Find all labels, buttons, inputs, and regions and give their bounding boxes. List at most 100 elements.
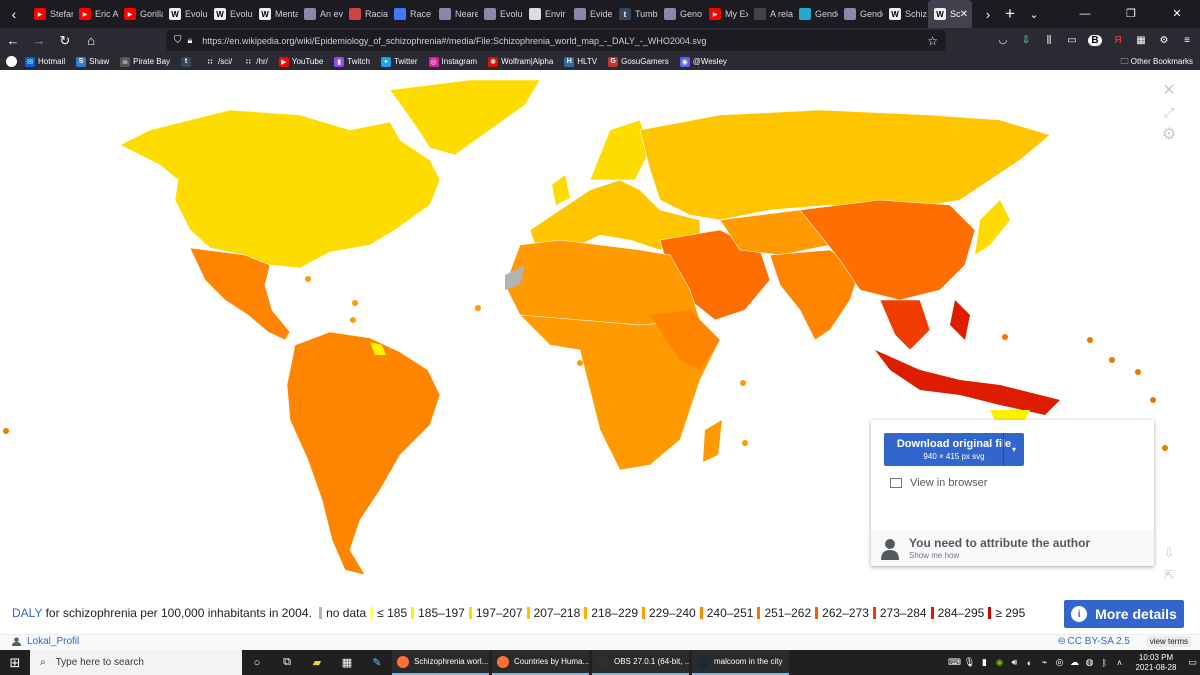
bookmark-item[interactable]: ∷/hr/ (243, 56, 268, 67)
cloud-icon[interactable]: ☁ (1070, 657, 1079, 667)
steam-tray-icon[interactable]: ◎ (1055, 657, 1064, 667)
keyboard-icon[interactable]: ⌨ (948, 657, 961, 667)
more-details-button[interactable]: i More details (1064, 600, 1184, 628)
bookmark-item[interactable]: ✺ Wolfram|Alpha (488, 56, 553, 67)
extension-ya-icon[interactable]: Я (1114, 35, 1122, 46)
bookmark-item[interactable]: ☠ Pirate Bay (120, 56, 170, 67)
browser-tab[interactable]: Evide (568, 0, 613, 28)
license-link[interactable]: 🅭︎ CC BY-SA 2.5 (1059, 636, 1130, 648)
forward-button[interactable]: → (32, 33, 46, 48)
shield-icon[interactable]: ⛉ (174, 35, 182, 46)
open-external-icon[interactable]: ⤢ (1163, 105, 1175, 120)
browser-tab[interactable]: W Schiz (883, 0, 928, 28)
browser-tab[interactable]: W Evolu (208, 0, 253, 28)
tab-scroll-left-button[interactable]: ‹ (11, 6, 17, 22)
daly-link[interactable]: DALY (12, 606, 43, 620)
mic-icon[interactable]: 🎙︎ (963, 657, 976, 667)
bookmark-star-icon[interactable]: ☆ (927, 33, 938, 48)
usb-icon[interactable]: ▮ (982, 657, 987, 667)
downloads-icon[interactable]: ⇩ (1021, 35, 1031, 46)
firefox-account-icon[interactable] (6, 56, 17, 67)
minimize-button[interactable]: — (1079, 8, 1091, 20)
browser-tab[interactable]: Evolu (478, 0, 523, 28)
extension-badge-icon[interactable]: ▦ (1136, 35, 1146, 46)
chevron-up-icon[interactable]: ˄ (1116, 657, 1123, 668)
close-window-button[interactable]: ✕ (1172, 8, 1182, 20)
cortana-icon[interactable]: ○ (253, 656, 261, 669)
browser-tab[interactable]: ▶ Gorilla (118, 0, 163, 28)
browser-tab[interactable]: ▶ My Ex (703, 0, 748, 28)
calculator-icon[interactable]: ▦ (341, 657, 353, 669)
view-in-browser-link[interactable]: View in browser (890, 477, 987, 489)
author-link[interactable]: Lokal_Profil (12, 636, 79, 647)
tab-scroll-right-button[interactable]: › (985, 6, 991, 22)
bookmark-item[interactable]: ▮ Twitch (334, 56, 370, 67)
bookmark-item[interactable]: ◎ Instagram (428, 56, 477, 67)
browser-tab[interactable]: Racia (343, 0, 388, 28)
browser-tab[interactable]: An ev (298, 0, 343, 28)
windows-start-icon[interactable]: ⊞ (9, 654, 21, 670)
volume-icon[interactable]: 🔊︎ (1011, 657, 1018, 667)
bookmark-item[interactable]: G GosuGamers (608, 56, 669, 67)
taskbar-clock[interactable]: 10:03 PM 2021-08-28 (1127, 653, 1185, 673)
browser-tab[interactable]: W Sc ✕ (928, 0, 972, 28)
address-bar[interactable]: ⛉ 🔒︎ https://en.wikipedia.org/wiki/Epide… (166, 30, 946, 51)
taskbar-app-button[interactable]: Countries by Huma... (492, 650, 589, 675)
bookmark-item[interactable]: S Shaw (76, 56, 109, 67)
share-icon[interactable]: ⇱ (1163, 568, 1175, 582)
extension-b-icon[interactable]: B (1088, 35, 1102, 46)
back-button[interactable]: ← (6, 33, 20, 48)
nvidia-icon[interactable]: ◉ (995, 657, 1004, 667)
bluetooth-icon[interactable]: ᛒ (1101, 657, 1108, 668)
browser-tab[interactable]: t Tumb (613, 0, 658, 28)
menu-icon[interactable]: ≡ (1184, 35, 1190, 46)
restore-button[interactable]: ❐ (1126, 8, 1136, 20)
task-view-icon[interactable]: ⧉ (283, 656, 291, 668)
download-icon[interactable]: ⇩ (1163, 545, 1175, 560)
bookmark-item[interactable]: ✉ Hotmail (25, 56, 65, 67)
sidebar-icon[interactable]: ▭ (1067, 35, 1077, 46)
home-button[interactable]: ⌂ (87, 33, 95, 48)
new-tab-button[interactable]: + (1005, 4, 1015, 23)
taskbar-app-button[interactable]: Schizophrenia worl... (392, 650, 489, 675)
download-options-dropdown[interactable]: ▾ (1003, 433, 1024, 466)
list-all-tabs-button[interactable]: ⌄ (1029, 8, 1039, 21)
bookmark-item[interactable]: ∷/sci/ (205, 56, 232, 67)
other-bookmarks[interactable]: 🗀︎ Other Bookmarks (1121, 53, 1193, 70)
extensions-icon[interactable]: ⚙ (1159, 35, 1169, 46)
browser-tab[interactable]: Envir (523, 0, 568, 28)
browser-tab[interactable]: Race (388, 0, 433, 28)
close-tab-icon[interactable]: ✕ (959, 8, 968, 20)
url-text[interactable]: https://en.wikipedia.org/wiki/Epidemiolo… (202, 35, 707, 46)
close-icon[interactable]: ✕ (1162, 82, 1176, 99)
taskbar-search[interactable]: ⌕ Type here to search (30, 650, 242, 675)
notifications-icon[interactable]: ▭ (1188, 657, 1197, 667)
bookmark-item[interactable]: ◉ @Wesley (679, 56, 727, 67)
download-original-button[interactable]: Download original file 940 × 415 px svg (884, 433, 1024, 466)
pocket-icon[interactable]: ◡ (998, 35, 1008, 46)
browser-tab[interactable]: W Menta (253, 0, 298, 28)
bookmark-item[interactable]: ✦ Twitter (380, 56, 418, 67)
network-icon[interactable]: ⌁ (1041, 657, 1048, 667)
taskbar-app-button[interactable]: malcoom in the city (692, 650, 789, 675)
browser-tab[interactable]: A rela (748, 0, 793, 28)
taskbar-app-button[interactable]: OBS 27.0.1 (64-bit, ... (592, 650, 689, 675)
browser-tab[interactable]: Neare (433, 0, 478, 28)
bookmark-item[interactable]: ▶ YouTube (278, 56, 323, 67)
browser-tab[interactable]: Geno (658, 0, 703, 28)
reload-button[interactable]: ↻ (59, 32, 71, 48)
lock-icon[interactable]: 🔒︎ (187, 35, 193, 45)
file-explorer-icon[interactable]: ▰ (312, 657, 322, 669)
browser-tab[interactable]: ▶ Stefan (28, 0, 73, 28)
browser-tab[interactable]: W Evolu (163, 0, 208, 28)
discord-tray-icon[interactable]: ◍ (1085, 657, 1094, 667)
settings-gear-icon[interactable]: ⚙ (1161, 126, 1177, 143)
bookmark-item[interactable]: H HLTV (564, 56, 597, 67)
app-tray-icon[interactable]: ◐ (1026, 657, 1033, 668)
library-icon[interactable]: ⫼ (1046, 35, 1052, 46)
browser-tab[interactable]: Gende (838, 0, 883, 28)
attribution-box[interactable]: You need to attribute the author Show me… (871, 530, 1154, 566)
browser-tab[interactable]: ▶ Eric A (73, 0, 118, 28)
view-terms-button[interactable]: view terms (1146, 636, 1191, 647)
browser-tab[interactable]: Gende (793, 0, 838, 28)
